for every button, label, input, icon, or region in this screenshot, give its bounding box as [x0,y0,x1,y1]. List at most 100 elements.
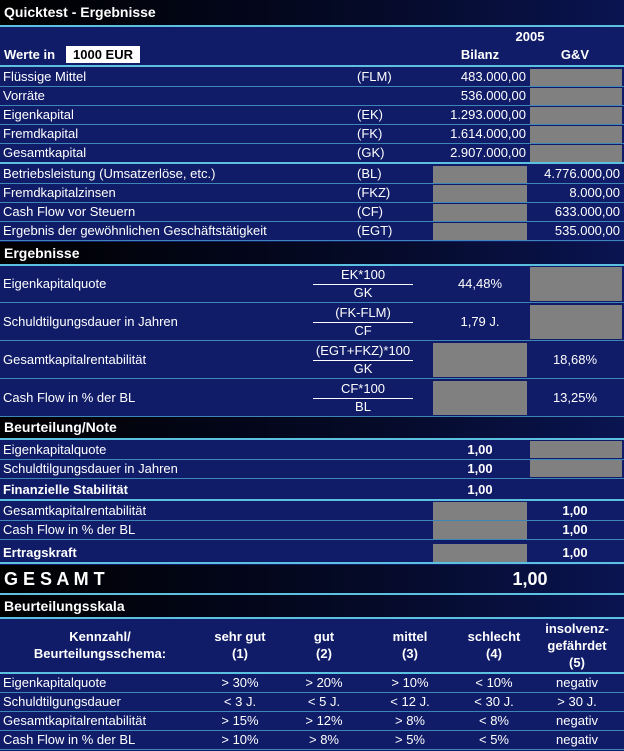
gesamt-value: 1,00 [512,569,548,589]
gray-cell [530,88,622,105]
scale-label: Eigenkapitalquote [3,675,107,690]
guv-grade: 1,00 [562,503,588,518]
scale-value: < 5% [479,732,509,747]
guv-value: 18,68% [552,352,598,367]
scale-header: (1) [232,646,248,661]
gray-cell [433,544,527,562]
scale-label: Cash Flow in % der BL [3,732,136,747]
formula-denominator: GK [353,361,373,376]
separator [0,478,624,479]
gray-cell [530,107,622,124]
section-bar [0,0,624,25]
grade-label: Schuldtilgungsdauer in Jahren [3,461,178,476]
separator [0,183,624,184]
fraction-line [313,360,413,361]
scale-header: (2) [316,646,332,661]
input-abbr: (EK) [357,107,383,122]
guv-value: 633.000,00 [554,204,620,219]
separator [0,302,624,303]
scale-header: mittel [392,629,428,644]
grade-label: Gesamtkapitalrentabilität [3,503,147,518]
guv-value: 8.000,00 [569,185,620,200]
input-label: Ergebnis der gewöhnlichen Geschäftstätig… [3,223,267,238]
scale-header: insolvenz- [545,621,609,636]
gray-cell [433,223,527,240]
scale-value: > 15% [221,713,259,728]
gray-cell [530,69,622,86]
separator [0,264,624,266]
scale-header: gefährdet [547,638,607,653]
scale-header: sehr gut [214,629,266,644]
separator [0,520,624,521]
ratio-label: Cash Flow in % der BL [3,390,136,405]
gray-cell [530,441,622,458]
scale-value: > 12% [305,713,343,728]
scale-header: Beurteilungsschema: [33,646,167,661]
input-label: Flüssige Mittel [3,69,87,84]
grade-label: Ertragskraft [3,545,77,560]
scale-value: > 30% [221,675,259,690]
ratio-label: Eigenkapitalquote [3,276,107,291]
scale-label: Schuldtilgungsdauer [3,694,121,709]
formula-denominator: GK [353,285,373,300]
separator [0,25,624,27]
separator [0,459,624,460]
input-label: Fremdkapital [3,126,79,141]
input-abbr: (EGT) [357,223,393,238]
input-abbr: (CF) [357,204,383,219]
separator [0,749,624,750]
bilanz-value: 536.000,00 [460,88,526,103]
scale-value: negativ [556,732,598,747]
input-abbr: (FK) [357,126,383,141]
gray-cell [433,166,527,183]
scale-value: < 8% [479,713,509,728]
separator [0,221,624,222]
separator [0,438,624,440]
grade-label: Finanzielle Stabilität [3,482,128,497]
separator [0,672,624,674]
guv-grade: 1,00 [562,545,588,560]
bilanz-value: 2.907.000,00 [450,145,526,160]
scale-value: > 10% [391,675,429,690]
separator [0,240,624,241]
scale-value: negativ [556,675,598,690]
unit-box: 1000 EUR [66,46,140,63]
scale-label: Gesamtkapitalrentabilität [3,713,147,728]
separator [0,562,624,564]
gray-cell [433,185,527,202]
guv-grade: 1,00 [562,522,588,537]
fraction-line [313,398,413,399]
separator [0,499,624,501]
input-abbr: (FLM) [357,69,392,84]
scale-header: Kennzahl/ [69,629,131,644]
bilanz-value: 44,48% [457,276,503,291]
guv-value: 13,25% [552,390,598,405]
section-bar [0,242,624,264]
input-abbr: (FKZ) [357,185,391,200]
separator [0,692,624,693]
section-title: Beurteilung/Note [4,419,117,435]
ratio-label: Schuldtilgungsdauer in Jahren [3,314,178,329]
gray-cell [530,267,622,301]
bilanz-grade: 1,00 [467,442,493,457]
separator [0,86,624,87]
separator [0,378,624,379]
gray-cell [433,521,527,539]
scale-header: (3) [402,646,418,661]
scale-value: > 20% [305,675,343,690]
formula-denominator: CF [354,323,372,338]
bilanz-grade: 1,00 [467,482,493,497]
formula-numerator: EK*100 [340,267,386,282]
gesamt-label: G E S A M T [4,569,105,589]
input-label: Fremdkapitalzinsen [3,185,116,200]
input-label: Eigenkapital [3,107,74,122]
scale-value: > 8% [309,732,339,747]
bilanz-value: 483.000,00 [460,69,526,84]
input-label: Betriebsleistung (Umsatzerlöse, etc.) [3,166,216,181]
separator [0,730,624,731]
guv-value: 535.000,00 [554,223,620,238]
separator [0,124,624,125]
gray-cell [433,343,527,377]
separator [0,593,624,595]
